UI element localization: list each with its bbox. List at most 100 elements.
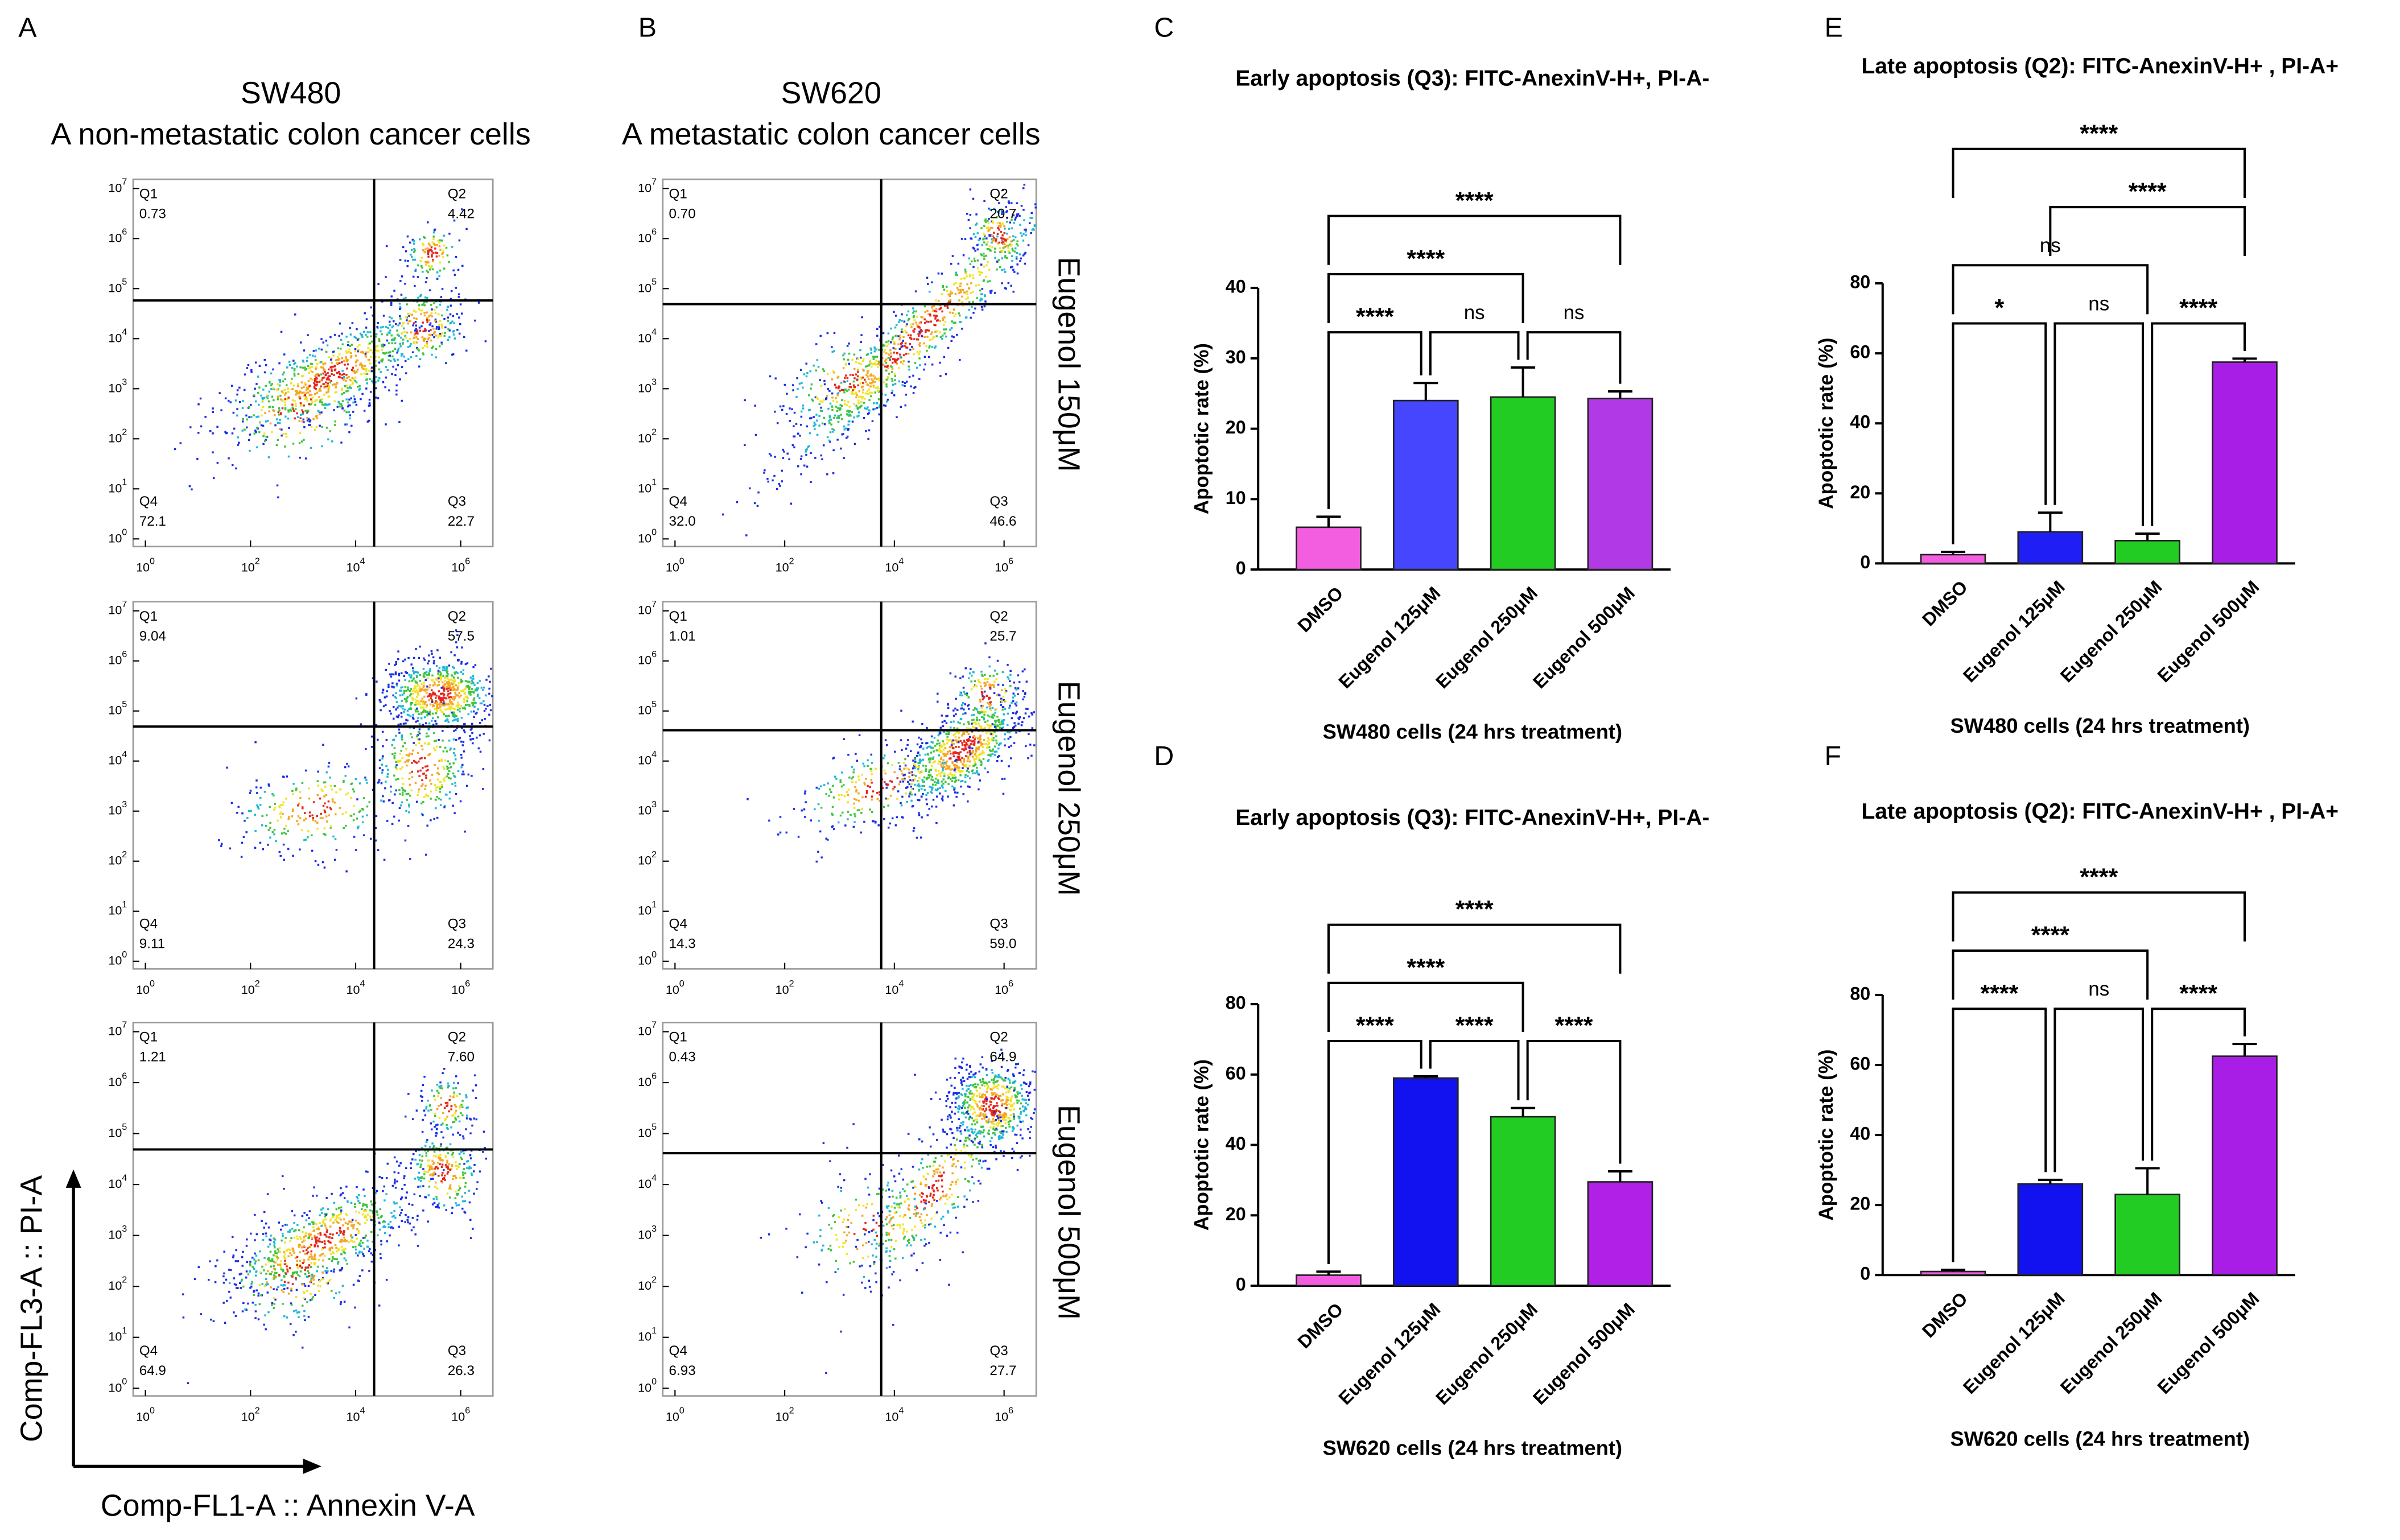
event-dot xyxy=(268,410,271,412)
event-dot xyxy=(275,1276,278,1278)
event-dot xyxy=(347,792,349,795)
event-dot xyxy=(938,308,941,311)
event-dot xyxy=(921,335,923,338)
event-dot xyxy=(327,372,329,374)
event-dot xyxy=(422,346,424,349)
event-dot xyxy=(927,283,929,286)
event-dot xyxy=(909,336,912,339)
event-dot xyxy=(439,269,442,272)
event-dot xyxy=(939,375,942,377)
event-dot xyxy=(278,407,281,410)
event-dot xyxy=(411,776,414,779)
event-dot xyxy=(339,1227,341,1229)
event-dot xyxy=(321,1241,324,1243)
event-dot xyxy=(347,765,350,767)
event-dot xyxy=(446,666,448,668)
tick-base: 10 xyxy=(136,1410,150,1423)
event-dot xyxy=(848,386,851,388)
event-dot xyxy=(257,1292,260,1295)
event-dot xyxy=(385,245,388,247)
event-dot xyxy=(365,1235,367,1237)
event-dot xyxy=(401,791,404,794)
event-dot xyxy=(885,369,887,372)
event-dot xyxy=(336,1232,338,1235)
event-dot xyxy=(422,700,424,703)
event-dot xyxy=(1022,233,1025,235)
event-dot xyxy=(418,307,420,310)
event-dot xyxy=(453,812,456,814)
event-dot xyxy=(443,693,445,696)
event-dot xyxy=(926,329,929,332)
event-dot xyxy=(365,351,368,354)
event-dot xyxy=(325,820,328,823)
tick-base: 10 xyxy=(347,560,360,574)
event-dot xyxy=(901,362,904,365)
event-dot xyxy=(262,1233,265,1235)
event-dot xyxy=(377,738,379,741)
event-dot xyxy=(286,398,288,401)
event-dot xyxy=(408,320,411,323)
event-dot xyxy=(398,322,401,325)
event-dot xyxy=(443,335,446,337)
event-dot xyxy=(394,766,397,769)
event-dot xyxy=(432,251,435,254)
event-dot xyxy=(311,834,313,836)
event-dot xyxy=(418,688,420,691)
event-dot xyxy=(320,1225,323,1227)
event-dot xyxy=(817,366,820,368)
event-dot xyxy=(329,1241,332,1244)
event-dot xyxy=(887,343,890,345)
event-dot xyxy=(411,698,414,700)
event-dot xyxy=(327,368,330,371)
event-dot xyxy=(306,356,309,359)
event-dot xyxy=(467,684,469,687)
event-dot xyxy=(450,747,452,750)
event-dot xyxy=(852,380,855,383)
event-dot xyxy=(969,213,972,216)
event-dot xyxy=(394,374,397,377)
event-dot xyxy=(435,348,438,350)
event-dot xyxy=(316,381,319,383)
event-dot xyxy=(983,252,985,255)
event-dot xyxy=(347,401,349,404)
event-dot xyxy=(913,328,916,331)
event-dot xyxy=(314,387,316,389)
event-dot xyxy=(453,730,455,732)
event-dot xyxy=(959,321,962,324)
event-dot xyxy=(327,1270,329,1273)
event-dot xyxy=(309,424,311,426)
event-dot xyxy=(261,414,263,417)
event-dot xyxy=(442,730,444,732)
quadrant-name: Q2 xyxy=(448,1030,466,1045)
event-dot xyxy=(444,1179,446,1181)
event-dot xyxy=(833,332,836,335)
event-dot xyxy=(424,338,427,340)
event-dot xyxy=(345,411,348,414)
event-dot xyxy=(447,1086,449,1089)
event-dot xyxy=(1008,251,1011,254)
event-dot xyxy=(271,1260,274,1262)
event-dot xyxy=(862,382,864,384)
event-dot xyxy=(423,314,426,317)
event-dot xyxy=(802,386,804,389)
event-dot xyxy=(325,350,328,353)
event-dot xyxy=(430,650,433,653)
event-dot xyxy=(341,407,344,410)
event-dot xyxy=(440,323,443,326)
event-dot xyxy=(212,477,215,480)
event-dot xyxy=(258,403,260,406)
event-dot xyxy=(405,748,407,750)
event-dot xyxy=(1024,229,1026,231)
event-dot xyxy=(338,1291,341,1294)
event-dot xyxy=(885,383,888,386)
event-dot xyxy=(997,242,1000,245)
event-dot xyxy=(1004,271,1007,273)
event-dot xyxy=(266,1291,269,1294)
event-dot xyxy=(437,671,440,674)
event-dot xyxy=(351,782,353,785)
event-dot xyxy=(1004,240,1006,242)
event-dot xyxy=(382,1190,384,1192)
event-dot xyxy=(405,754,408,757)
event-dot xyxy=(841,418,843,420)
event-dot xyxy=(337,1207,340,1209)
